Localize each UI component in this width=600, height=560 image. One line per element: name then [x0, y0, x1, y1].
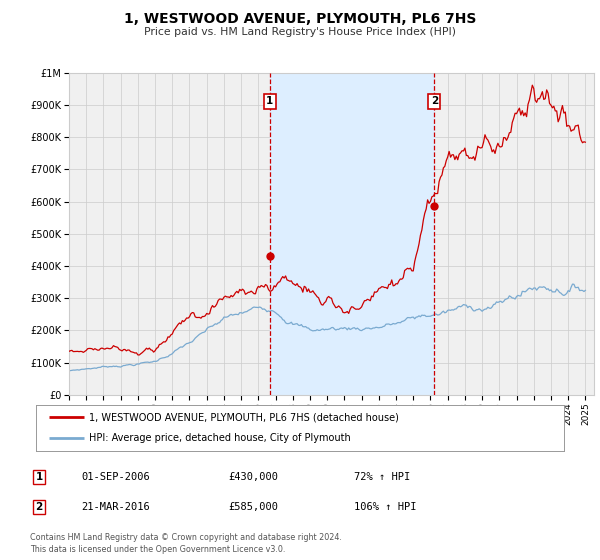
Text: Price paid vs. HM Land Registry's House Price Index (HPI): Price paid vs. HM Land Registry's House … — [144, 27, 456, 37]
Text: 106% ↑ HPI: 106% ↑ HPI — [354, 502, 416, 512]
Text: 2: 2 — [431, 96, 438, 106]
Text: This data is licensed under the Open Government Licence v3.0.: This data is licensed under the Open Gov… — [30, 545, 286, 554]
Bar — [270, 73, 434, 395]
Text: Contains HM Land Registry data © Crown copyright and database right 2024.: Contains HM Land Registry data © Crown c… — [30, 533, 342, 542]
Text: HPI: Average price, detached house, City of Plymouth: HPI: Average price, detached house, City… — [89, 433, 350, 444]
Text: 21-MAR-2016: 21-MAR-2016 — [81, 502, 150, 512]
Text: £585,000: £585,000 — [228, 502, 278, 512]
Text: 72% ↑ HPI: 72% ↑ HPI — [354, 472, 410, 482]
Text: 1: 1 — [266, 96, 274, 106]
Text: 01-SEP-2006: 01-SEP-2006 — [81, 472, 150, 482]
Text: 1: 1 — [35, 472, 43, 482]
Text: 1, WESTWOOD AVENUE, PLYMOUTH, PL6 7HS: 1, WESTWOOD AVENUE, PLYMOUTH, PL6 7HS — [124, 12, 476, 26]
Text: 2: 2 — [35, 502, 43, 512]
Text: 1, WESTWOOD AVENUE, PLYMOUTH, PL6 7HS (detached house): 1, WESTWOOD AVENUE, PLYMOUTH, PL6 7HS (d… — [89, 412, 398, 422]
Text: £430,000: £430,000 — [228, 472, 278, 482]
